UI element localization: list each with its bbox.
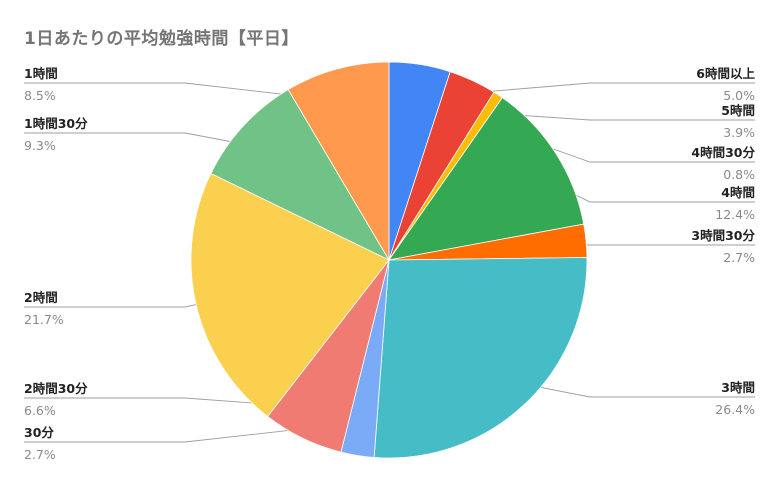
pie-slice-10 — [210, 89, 391, 261]
slice-label-4: 4時間 — [721, 185, 755, 200]
slice-percent-7: 2.7% — [24, 447, 56, 462]
slice-percent-3: 0.8% — [723, 167, 755, 182]
slice-percent-11: 8.5% — [24, 88, 56, 103]
slice-percent-8: 6.6% — [24, 403, 56, 418]
slice-percent-9: 21.7% — [24, 312, 64, 327]
pie-slice-9 — [190, 172, 390, 418]
slice-percent-10: 9.3% — [24, 138, 56, 153]
slice-label-10: 1時間30分 — [24, 116, 88, 131]
slice-percent-6: 26.4% — [715, 402, 755, 417]
slice-label-3: 4時間30分 — [691, 145, 755, 160]
chart-title: 1日あたりの平均勉強時間【平日】 — [24, 29, 299, 49]
slices — [190, 61, 588, 459]
pie-slice-4 — [388, 97, 585, 261]
slice-percent-2: 3.9% — [723, 125, 755, 140]
slice-label-11: 1時間 — [24, 66, 58, 81]
slice-label-6: 3時間 — [721, 380, 755, 395]
pie-slice-6 — [373, 257, 588, 459]
slice-label-2: 5時間 — [721, 103, 755, 118]
slice-label-5: 3時間30分 — [691, 228, 755, 243]
slice-label-1: 6時間以上 — [696, 66, 755, 81]
slice-label-8: 2時間30分 — [24, 381, 88, 396]
pie-slice-11 — [287, 61, 390, 262]
slice-percent-4: 12.4% — [715, 207, 755, 222]
labels: 6時間以上5.0%5時間3.9%4時間30分0.8%4時間12.4%3時間30分… — [24, 66, 755, 462]
slice-label-7: 30分 — [24, 425, 54, 440]
slice-label-9: 2時間 — [24, 290, 58, 305]
slice-percent-1: 5.0% — [723, 88, 755, 103]
slice-percent-5: 2.7% — [723, 250, 755, 265]
